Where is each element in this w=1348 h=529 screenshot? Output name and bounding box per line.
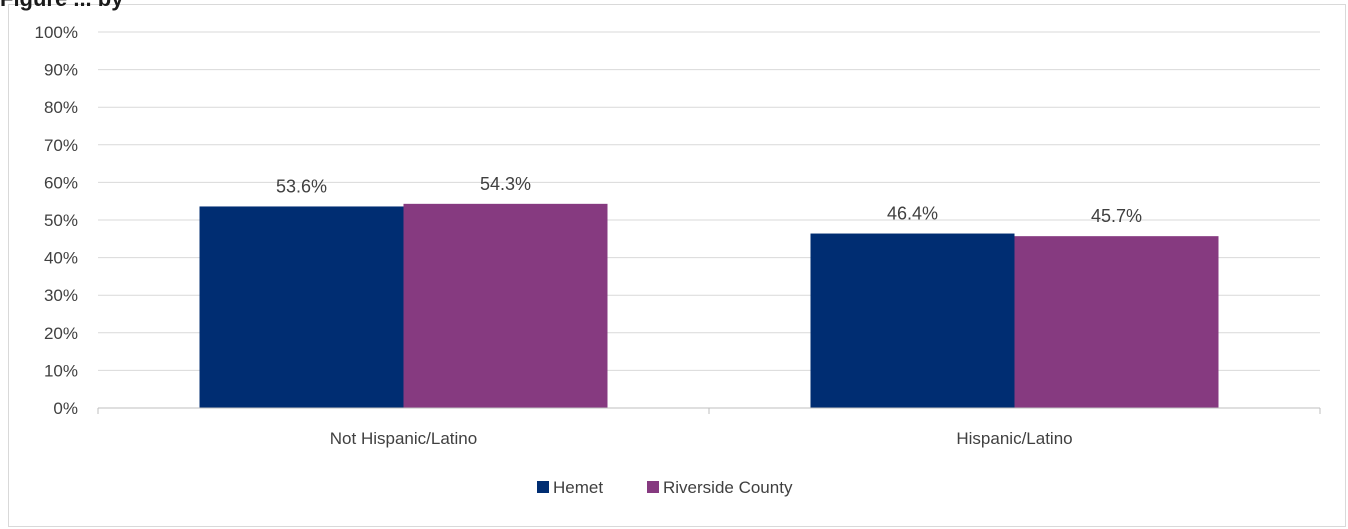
y-tick-label: 10% [44,361,78,380]
x-category-label: Hispanic/Latino [956,429,1072,448]
y-tick-label: 100% [35,23,78,42]
bar-hemet [199,206,404,408]
chart-title-fragment: Figure ... by [0,0,123,12]
x-axis-category-labels: Not Hispanic/Latino Hispanic/Latino [330,429,1073,448]
y-tick-label: 90% [44,61,78,80]
y-tick-label: 60% [44,173,78,192]
bars [199,203,1219,408]
legend: Hemet Riverside County [537,478,793,497]
y-tick-label: 20% [44,324,78,343]
data-label: 46.4% [887,204,938,224]
legend-label: Riverside County [663,478,793,497]
data-label: 53.6% [276,176,327,196]
bar-riverside-county [1014,236,1219,408]
y-tick-label: 30% [44,286,78,305]
data-label: 45.7% [1091,206,1142,226]
legend-swatch [537,481,549,493]
bar-hemet [810,233,1015,408]
legend-swatch [647,481,659,493]
y-tick-label: 50% [44,211,78,230]
y-axis-tick-labels: 0% 10% 20% 30% 40% 50% 60% 70% 80% 90% 100% [35,23,78,418]
y-tick-label: 40% [44,249,78,268]
x-axis [97,407,1321,414]
data-labels: 53.6% 54.3% 46.4% 45.7% [276,174,1142,226]
y-tick-label: 80% [44,98,78,117]
y-tick-label: 70% [44,136,78,155]
x-category-label: Not Hispanic/Latino [330,429,477,448]
legend-label: Hemet [553,478,603,497]
y-tick-label: 0% [53,399,78,418]
bar-riverside-county [403,203,608,408]
data-label: 54.3% [480,174,531,194]
